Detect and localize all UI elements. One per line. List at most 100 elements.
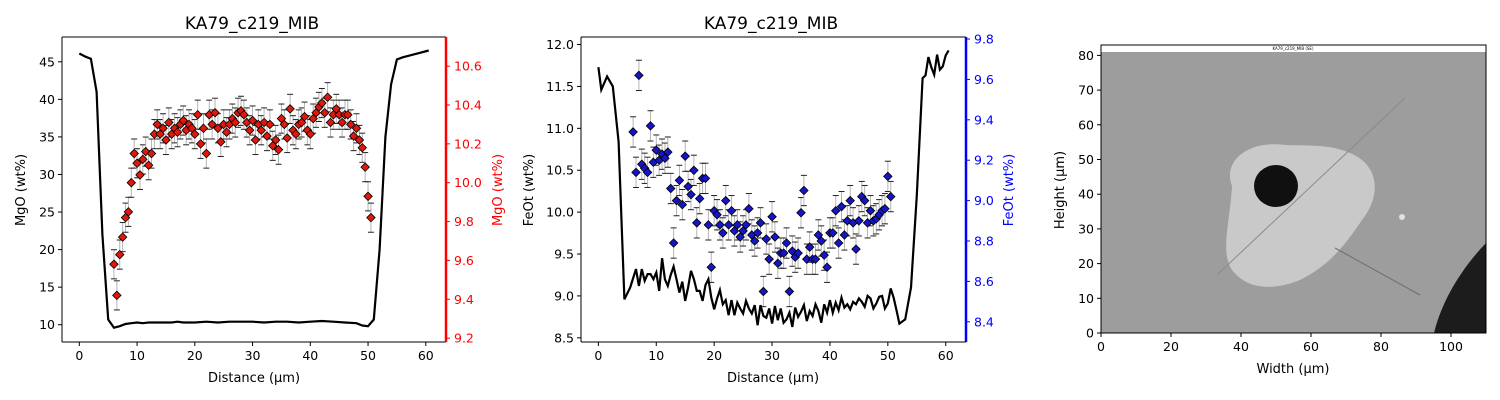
image-x-axis-label: Width (µm) bbox=[1257, 362, 1330, 377]
feot-x-tick-label: 0 bbox=[594, 348, 602, 363]
feot-x-axis-label: Distance (µm) bbox=[727, 371, 819, 386]
feot-chart-title: KA79_c219_MIB bbox=[704, 14, 838, 34]
mgo-data-point bbox=[132, 158, 142, 169]
feot-data-point bbox=[677, 199, 688, 210]
feot-data-point bbox=[767, 212, 777, 222]
mgo-data-point bbox=[256, 125, 266, 136]
feot-y2-tick-label: 8.8 bbox=[974, 234, 994, 249]
mgo-data-point bbox=[221, 127, 232, 137]
image-y-tick-label: 60 bbox=[1078, 117, 1094, 132]
image-y-tick-label: 10 bbox=[1078, 291, 1094, 306]
feot-data-point bbox=[816, 236, 827, 246]
feot-data-point bbox=[810, 254, 821, 264]
image-y-tick-label: 0 bbox=[1086, 326, 1094, 341]
mgo-x-tick-label: 30 bbox=[245, 348, 261, 363]
mgo-data-point bbox=[244, 125, 255, 136]
mgo-y2-tick-label: 9.4 bbox=[454, 292, 474, 307]
feot-data-point bbox=[631, 167, 641, 178]
feot-data-point bbox=[770, 232, 780, 242]
mgo-data-point bbox=[363, 191, 373, 202]
feot-y-tick-label: 11.5 bbox=[546, 79, 574, 94]
mgo-data-point bbox=[195, 139, 206, 149]
mgo-data-point bbox=[172, 127, 183, 137]
feot-y2-tick-label: 9.0 bbox=[974, 193, 994, 208]
image-y-tick-label: 20 bbox=[1078, 256, 1094, 271]
feot-data-point bbox=[723, 220, 734, 230]
mgo-data-point bbox=[317, 98, 327, 108]
mgo-data-point bbox=[265, 119, 275, 130]
mgo-data-point bbox=[164, 117, 174, 128]
mgo-y2-tick-label: 10.6 bbox=[454, 59, 482, 74]
feot-data-point bbox=[880, 203, 890, 214]
feot-data-point bbox=[749, 236, 760, 246]
image-y-axis-label: Height (µm) bbox=[1053, 151, 1068, 229]
mgo-chart-axes: 0 10 20 30 40 50 60 10 15 20 25 30 35 40 45 9.2 9.4 9.6 9.… bbox=[39, 36, 482, 363]
image-frame bbox=[1100, 44, 1487, 334]
small-spot bbox=[1399, 214, 1405, 220]
mgo-x-tick-label: 60 bbox=[418, 348, 434, 363]
mgo-data-point bbox=[123, 207, 134, 217]
feot-y2-tick-label: 9.4 bbox=[974, 112, 994, 127]
dark-corner-region bbox=[1434, 243, 1486, 333]
feot-data-point bbox=[845, 195, 855, 206]
mgo-data-point bbox=[230, 117, 240, 128]
mgo-data-point bbox=[262, 131, 272, 141]
scratch-line bbox=[1217, 97, 1406, 275]
mgo-data-point bbox=[351, 123, 362, 134]
image-x-tick-label: 80 bbox=[1373, 339, 1389, 354]
mgo-data-point bbox=[109, 259, 119, 270]
feot-y-tick-label: 9.5 bbox=[554, 247, 574, 262]
mgo-y-axis-label: MgO (wt%) bbox=[14, 154, 29, 226]
feot-data-point bbox=[686, 189, 696, 200]
feot-chart-marks bbox=[597, 49, 950, 328]
feot-data-point bbox=[680, 151, 690, 161]
mgo-data-point bbox=[305, 129, 316, 139]
image-x-tick-label: 40 bbox=[1233, 339, 1249, 354]
mgo-data-point bbox=[250, 135, 261, 145]
feot-data-point bbox=[752, 228, 763, 238]
mgo-data-point bbox=[129, 148, 139, 159]
mgo-data-point bbox=[213, 123, 223, 134]
mgo-data-point bbox=[325, 117, 336, 128]
feot-data-point bbox=[854, 216, 864, 226]
feot-profile-chart: KA79_c219_MIB 0 10 20 30 40 50 60 8.5 9.0 9.5 10.0… bbox=[522, 14, 1017, 386]
mgo-y2-axis-label: MgO (wt%) bbox=[491, 154, 506, 226]
feot-data-point bbox=[836, 201, 847, 212]
mgo-data-point bbox=[319, 107, 330, 118]
mgo-data-point bbox=[285, 104, 295, 114]
mgo-x-tick-label: 50 bbox=[360, 348, 376, 363]
mgo-data-point bbox=[345, 119, 356, 130]
image-x-tick-label: 0 bbox=[1097, 339, 1105, 354]
feot-y-tick-label: 12.0 bbox=[546, 37, 574, 52]
mgo-x-tick-label: 10 bbox=[129, 348, 145, 363]
mgo-data-point bbox=[291, 129, 301, 139]
mgo-y2-tick-label: 10.4 bbox=[454, 97, 482, 112]
image-y-tick-label: 80 bbox=[1078, 48, 1094, 63]
feot-data-point bbox=[784, 286, 795, 297]
feot-data-point bbox=[651, 145, 662, 155]
sem-image: KA79_c219_MIB (SE) bbox=[1101, 45, 1486, 333]
feot-data-point bbox=[778, 248, 789, 258]
feot-data-point bbox=[706, 262, 717, 273]
feot-data-point bbox=[839, 230, 850, 240]
mgo-x-tick-label: 0 bbox=[75, 348, 83, 363]
feot-profile-line bbox=[597, 49, 950, 328]
mgo-y-tick-label: 25 bbox=[39, 205, 55, 220]
feot-data-point bbox=[645, 121, 656, 131]
feot-data-point bbox=[744, 203, 754, 214]
feot-data-point bbox=[761, 234, 772, 244]
mgo-data-point bbox=[126, 177, 137, 188]
feot-x-tick-label: 40 bbox=[822, 348, 838, 363]
mgo-y-tick-label: 40 bbox=[39, 92, 55, 107]
image-axes: 0 20 40 60 80 100 0 10 20 30 40 50 60 70 80 bbox=[1078, 44, 1487, 354]
feot-x-tick-label: 10 bbox=[648, 348, 664, 363]
mgo-data-point bbox=[270, 135, 281, 145]
mgo-x-axis-label: Distance (µm) bbox=[208, 371, 300, 386]
mgo-data-point bbox=[210, 107, 220, 118]
feot-y2-tick-label: 9.6 bbox=[974, 72, 994, 87]
mgo-y-tick-label: 35 bbox=[39, 129, 55, 144]
mgo-data-point bbox=[138, 154, 148, 165]
scratch-line-2 bbox=[1334, 247, 1421, 296]
mgo-data-point bbox=[158, 123, 168, 134]
